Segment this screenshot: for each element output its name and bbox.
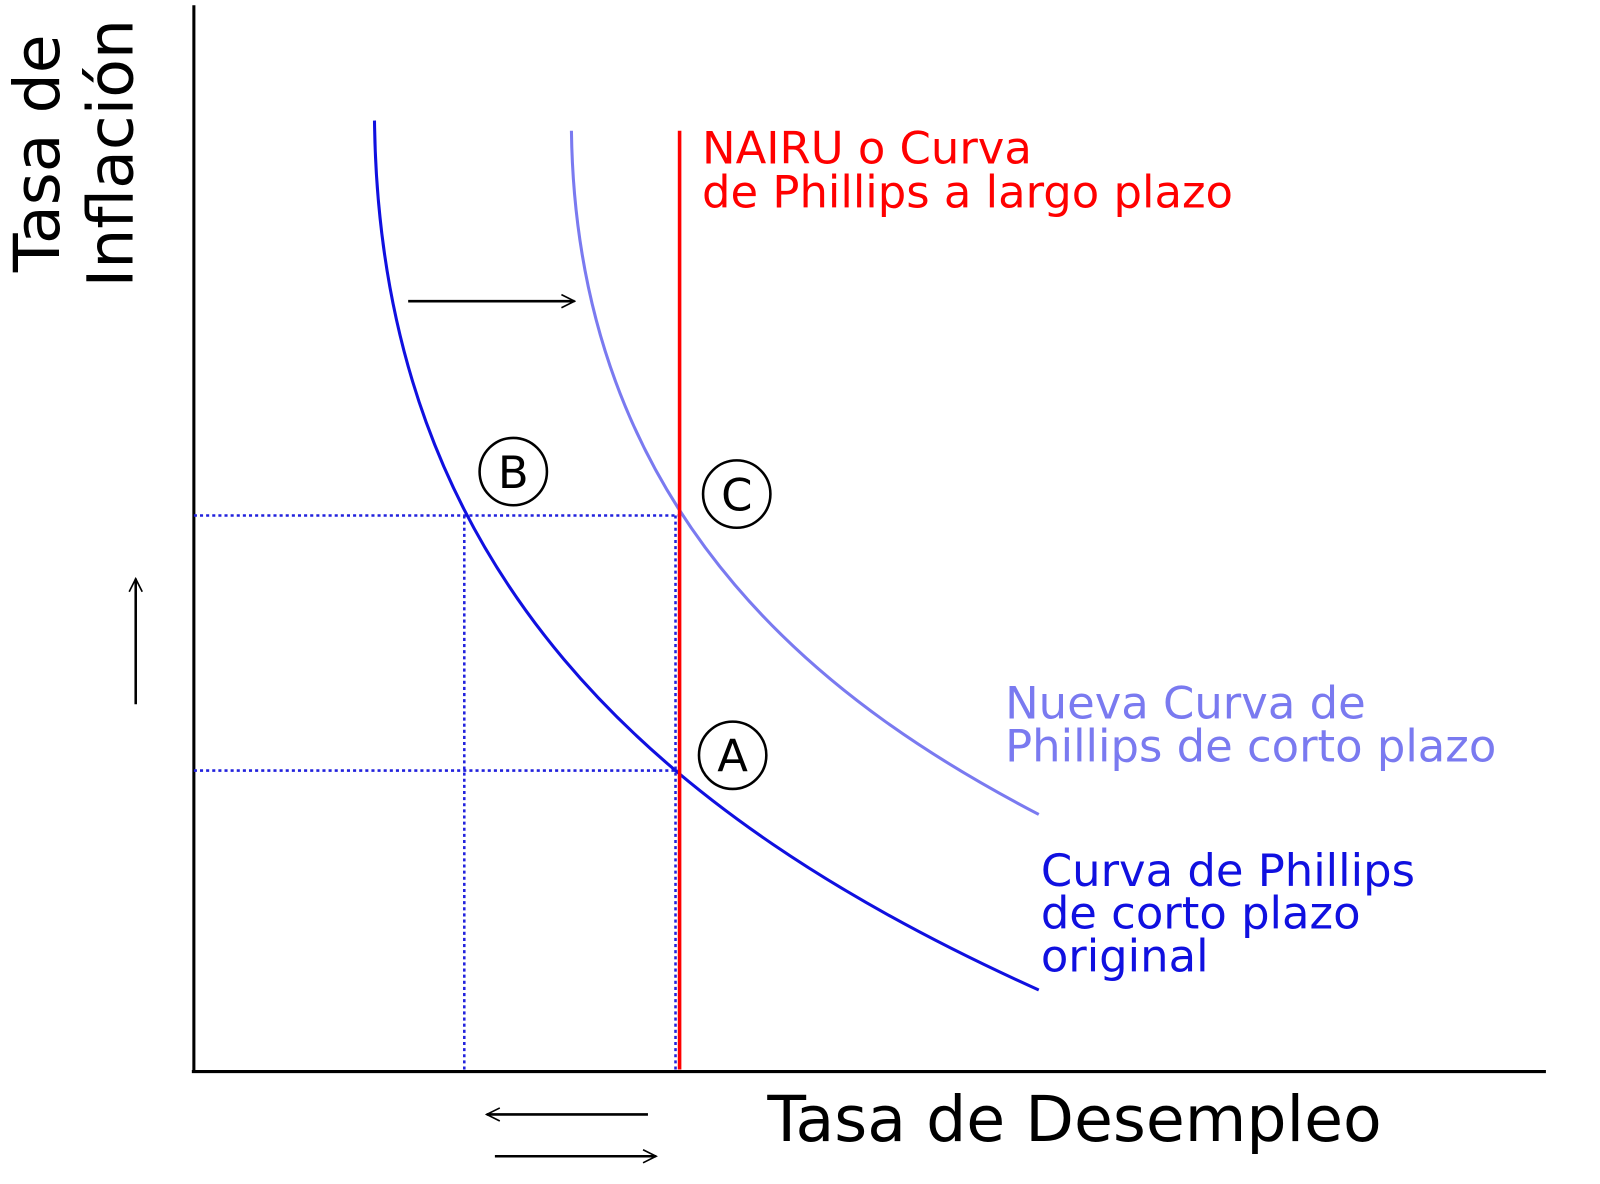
y-axis-label: Tasa de (0, 34, 74, 273)
point-label: A (717, 730, 748, 783)
point-markers (478, 436, 772, 791)
x-axis-label: Tasa de Desempleo (766, 1082, 1381, 1156)
y-axis-label: Inflación (74, 19, 148, 287)
new-curve-label: Phillips de corto plazo (1005, 719, 1496, 772)
new-curve (569, 130, 1040, 816)
point-circle (478, 436, 549, 507)
original-curve-label: Curva de Phillips (1041, 844, 1415, 897)
original-curve (372, 120, 1040, 992)
new-curve-label: Nueva Curva de (1005, 677, 1366, 730)
nairu-label: de Phillips a largo plazo (702, 165, 1233, 218)
original-curve-label: de corto plazo (1041, 887, 1361, 940)
guides (193, 514, 679, 1070)
original-curve-label: original (1041, 930, 1209, 983)
point-circle (701, 459, 772, 529)
point-label: B (498, 446, 529, 499)
nairu-label: NAIRU o Curva (702, 121, 1032, 174)
point-label: C (721, 468, 752, 521)
point-circle (697, 720, 768, 791)
